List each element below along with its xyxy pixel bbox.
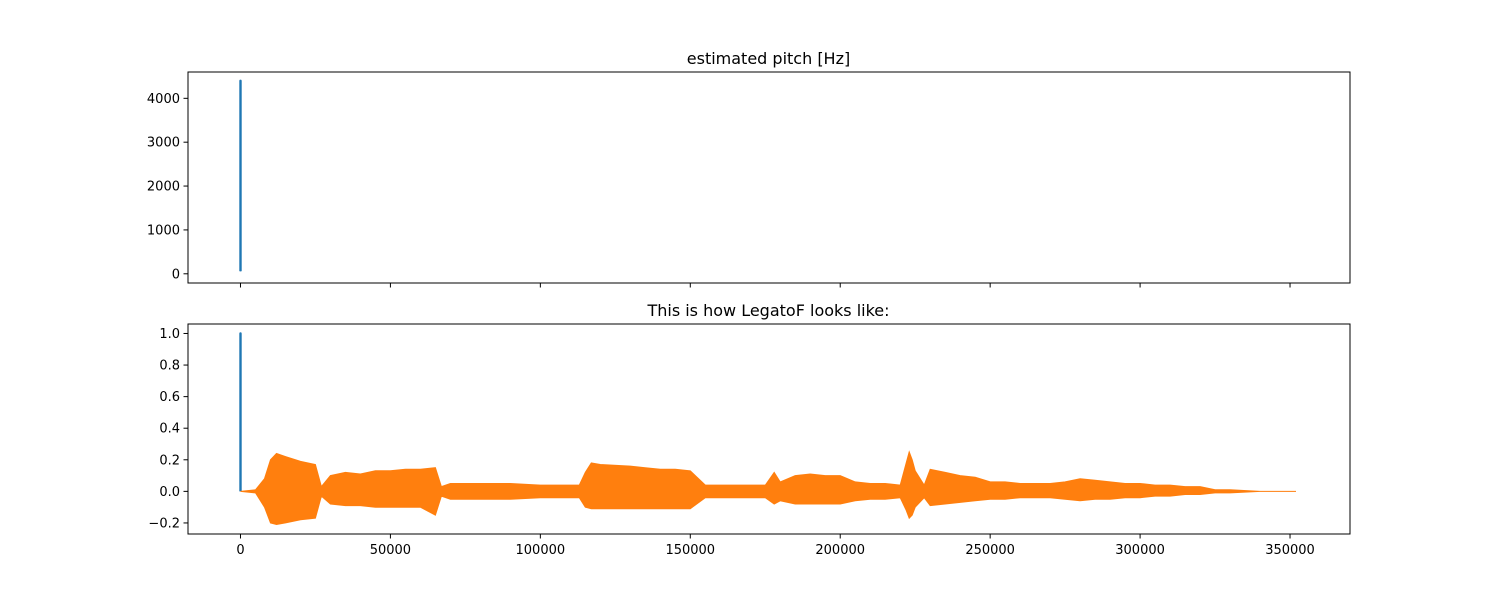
- pitch-axes-title: estimated pitch [Hz]: [687, 49, 850, 68]
- waveform-axes: This is how LegatoF looks like: 0 50000 10…: [148, 301, 1351, 558]
- y-tick-label: −0.2: [148, 516, 180, 531]
- pitch-x-ticks: [239, 283, 1291, 288]
- x-tick-label: 200000: [815, 543, 865, 558]
- waveform-series: [240, 450, 1296, 526]
- pitch-axes-frame: [187, 71, 1351, 284]
- waveform-x-ticks: 0 50000 100000 150000 200000 250000 300000 3500…: [236, 534, 1315, 558]
- y-tick-label: 0.0: [159, 485, 180, 500]
- y-tick-label: 4000: [147, 92, 180, 107]
- waveform-axes-title: This is how LegatoF looks like:: [646, 301, 889, 320]
- waveform-y-ticks: −0.2 0.0 0.2 0.4 0.6 0.8 1.0: [148, 327, 188, 531]
- y-tick-label: 0.4: [159, 422, 180, 437]
- pitch-y-ticks: 0 1000 2000 3000 4000: [147, 92, 188, 282]
- x-tick-label: 300000: [1115, 543, 1165, 558]
- x-tick-label: 150000: [665, 543, 715, 558]
- pitch-axes: estimated pitch [Hz] 0 1000 2000 3000 4000: [147, 49, 1351, 288]
- y-tick-label: 3000: [147, 136, 180, 151]
- y-tick-label: 1000: [147, 223, 180, 238]
- y-tick-label: 0.2: [159, 453, 180, 468]
- waveform-plot-area: [239, 332, 1296, 526]
- x-tick-label: 100000: [516, 543, 566, 558]
- x-tick-label: 0: [236, 543, 244, 558]
- y-tick-label: 1.0: [159, 327, 180, 342]
- y-tick-label: 2000: [147, 180, 180, 195]
- waveform-axes-frame: [187, 323, 1351, 535]
- y-tick-label: 0.8: [159, 359, 180, 374]
- x-tick-label: 50000: [370, 543, 411, 558]
- y-tick-label: 0.6: [159, 390, 180, 405]
- x-tick-label: 350000: [1265, 543, 1315, 558]
- y-tick-label: 0: [172, 267, 180, 282]
- x-tick-label: 250000: [965, 543, 1015, 558]
